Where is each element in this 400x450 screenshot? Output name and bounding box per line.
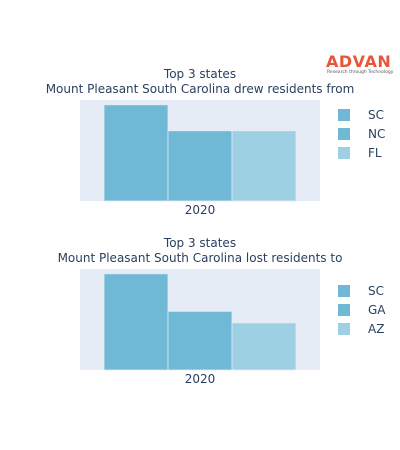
chart1-title-line1: Top 3 states bbox=[163, 67, 237, 81]
chart1-bar-sc[interactable] bbox=[103, 104, 169, 202]
chart1-legend-label: SC bbox=[368, 108, 384, 122]
chart2-legend-label: GA bbox=[368, 303, 386, 317]
chart2-bar-ga[interactable] bbox=[167, 310, 233, 371]
logo-brand: ADVAN bbox=[326, 52, 392, 71]
chart2-legend-swatch bbox=[338, 323, 350, 335]
chart1-legend-swatch bbox=[338, 109, 350, 121]
chart2-x-tick: 2020 bbox=[184, 372, 216, 386]
chart2-legend-swatch bbox=[338, 304, 350, 316]
chart2-title: Top 3 states Mount Pleasant South Caroli… bbox=[0, 236, 400, 266]
advan-logo: ADVAN Research through Technology bbox=[326, 52, 396, 78]
chart1-legend-label: NC bbox=[368, 127, 386, 141]
chart1-bar-fl[interactable] bbox=[231, 130, 297, 202]
chart1-bar-nc[interactable] bbox=[167, 130, 233, 202]
chart1-legend-swatch bbox=[338, 147, 350, 159]
chart2-title-line1: Top 3 states bbox=[163, 236, 237, 250]
chart2-bar-sc[interactable] bbox=[103, 273, 169, 371]
chart1-title-line2: Mount Pleasant South Carolina drew resid… bbox=[45, 82, 355, 96]
logo-tagline: Research through Technology bbox=[327, 70, 394, 75]
chart1-x-tick: 2020 bbox=[184, 203, 216, 217]
chart1-legend-label: FL bbox=[368, 146, 382, 160]
chart2-legend-label: AZ bbox=[368, 322, 385, 336]
chart2-bar-az[interactable] bbox=[231, 322, 297, 371]
chart1-title: Top 3 states Mount Pleasant South Caroli… bbox=[0, 67, 400, 97]
chart2-legend-label: SC bbox=[368, 284, 384, 298]
chart2-title-line2: Mount Pleasant South Carolina lost resid… bbox=[57, 251, 343, 265]
chart1-legend-swatch bbox=[338, 128, 350, 140]
chart2-legend-swatch bbox=[338, 285, 350, 297]
